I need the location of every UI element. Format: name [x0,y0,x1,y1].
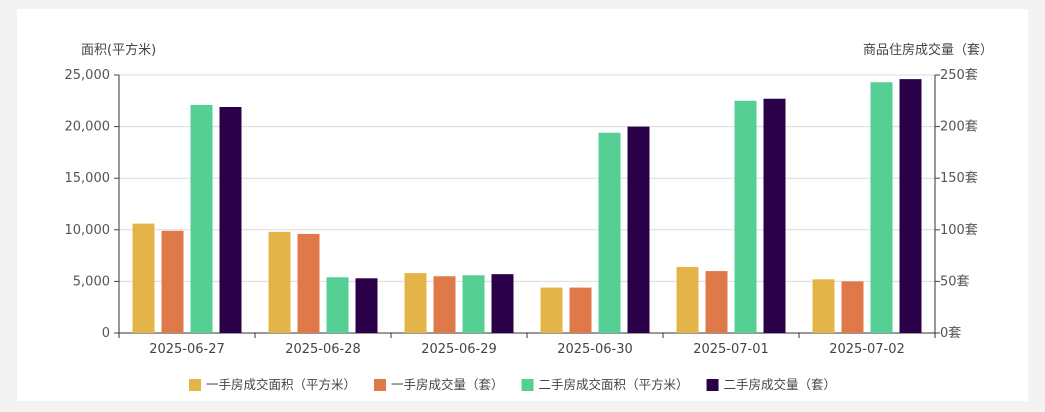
bar [734,100,757,333]
x-tick-label: 2025-07-01 [693,342,769,357]
right-tick-label: 0套 [940,325,961,341]
bar [705,271,728,333]
bar [540,287,563,333]
left-tick-label: 0 [102,326,110,341]
bar [899,79,922,334]
bar [326,277,349,333]
axes: 25,000 250套 20,000 200套 15,000 150套 10,000 100套… [65,42,994,357]
legend-label: 一手房成交面积（平方米） [206,377,356,392]
x-tick-label: 2025-06-28 [285,342,361,357]
left-tick-label: 15,000 [65,171,111,186]
bar [462,275,485,333]
legend-swatch [189,379,201,391]
legend-item[interactable]: 一手房成交量（套） [374,377,504,392]
bar [598,132,621,333]
legend-swatch [374,379,387,391]
legend-item[interactable]: 二手房成交量（套） [706,377,837,392]
bar [190,104,213,333]
legend-item[interactable]: 二手房成交面积（平方米） [521,377,689,392]
right-tick-label: 200套 [940,119,978,135]
x-tick-label: 2025-07-02 [829,342,905,357]
bar [219,106,242,333]
bar [676,266,699,333]
bar [297,233,320,333]
legend-label: 一手房成交量（套） [391,377,504,392]
bar [627,126,650,333]
right-tick-label: 50套 [940,273,970,289]
bar [355,278,378,333]
right-tick-label: 250套 [940,67,978,83]
bar [268,231,291,333]
chart-card: 25,000 250套 20,000 200套 15,000 150套 10,000 100套… [17,9,1028,401]
left-tick-label: 20,000 [65,120,111,135]
legend[interactable]: 一手房成交面积（平方米） 一手房成交量（套） 二手房成交面积（平方米） 二手房成交量（… [189,377,836,392]
bar [433,276,456,333]
bar [841,281,864,333]
legend-swatch [706,379,719,391]
bar [161,230,184,333]
bars [132,79,922,334]
bar [404,273,427,333]
legend-label: 二手房成交量（套） [724,377,837,392]
x-tick-label: 2025-06-30 [557,342,633,357]
right-tick-label: 150套 [940,170,978,186]
left-tick-label: 5,000 [73,274,110,289]
bar [763,98,786,334]
legend-label: 二手房成交面积（平方米） [539,377,689,392]
bar [569,287,592,333]
x-tick-label: 2025-06-27 [149,342,225,357]
x-tick-label: 2025-06-29 [421,342,497,357]
right-tick-label: 100套 [940,222,978,238]
bar [132,223,155,333]
bar-chart: 25,000 250套 20,000 200套 15,000 150套 10,000 100套… [65,42,994,392]
bar [491,274,514,333]
legend-swatch [521,379,534,391]
left-tick-label: 25,000 [65,68,111,83]
right-axis-title: 商品住房成交量（套） [863,42,993,58]
gridlines [119,74,935,282]
bar [870,82,893,333]
bar [812,279,835,333]
legend-item[interactable]: 一手房成交面积（平方米） [189,377,356,392]
left-axis-title: 面积(平方米) [81,42,156,58]
left-tick-label: 10,000 [65,223,111,238]
